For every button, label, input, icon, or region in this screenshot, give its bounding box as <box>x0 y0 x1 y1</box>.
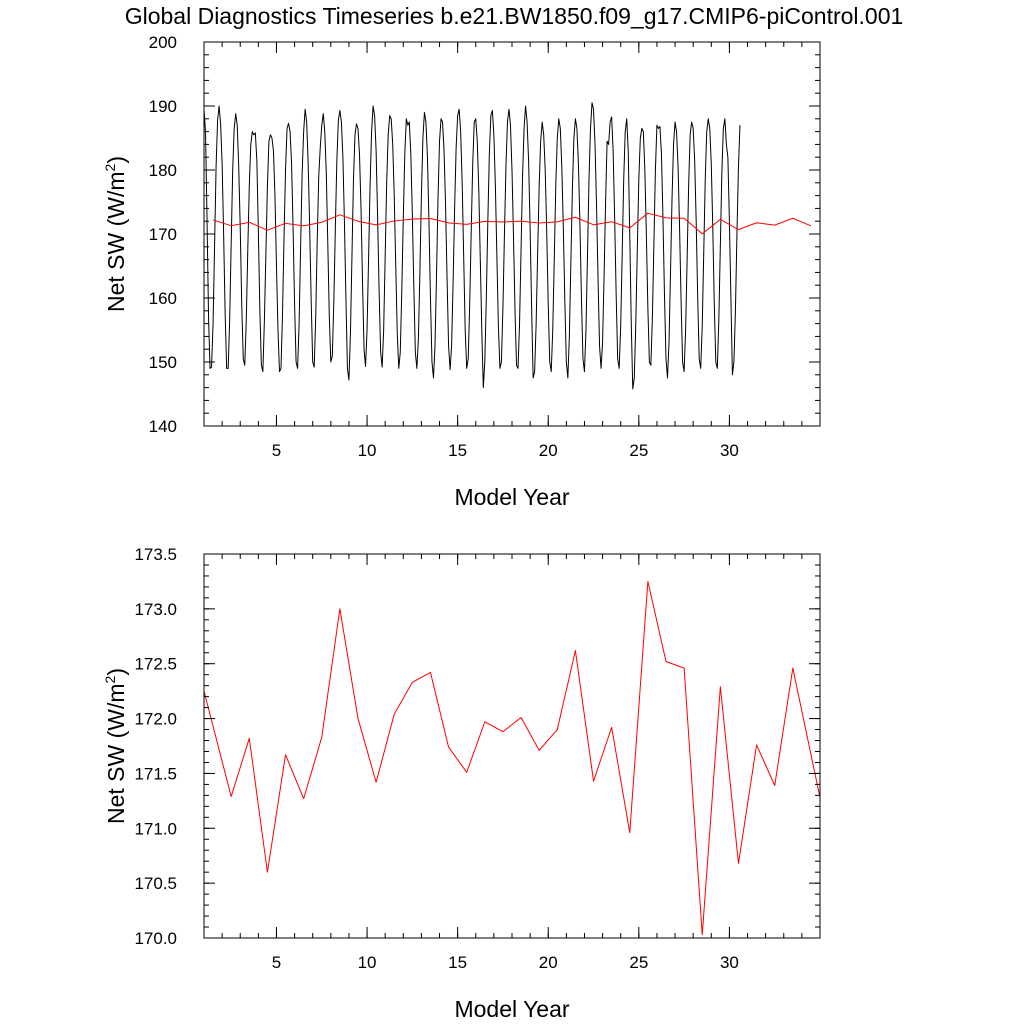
y-axis-title-top: Net SW (W/m2) <box>102 156 129 312</box>
y-tick-label: 170.5 <box>134 874 177 893</box>
x-tick-label: 25 <box>629 953 648 972</box>
x-axis-title-bottom: Model Year <box>454 996 569 1022</box>
annual-mean-series-line <box>212 212 812 235</box>
x-tick-label: 20 <box>539 441 558 460</box>
y-tick-label: 170.0 <box>134 929 177 948</box>
y-axis-title-superscript: 2 <box>102 675 118 683</box>
plot-area-bottom <box>203 580 821 936</box>
plot-frame-bottom <box>203 553 821 939</box>
x-tick-label: 10 <box>358 953 377 972</box>
y-tick-label: 180 <box>149 161 177 180</box>
x-tick-label: 30 <box>720 441 739 460</box>
y-tick-label: 173.5 <box>134 545 177 564</box>
x-tick-label: 5 <box>272 441 281 460</box>
axis-ticks-bottom <box>203 553 821 939</box>
y-axis-title-close: ) <box>103 156 129 164</box>
x-tick-label: 30 <box>720 953 739 972</box>
x-tick-label: 10 <box>358 441 377 460</box>
tick-labels-bottom: 5 10 15 20 25 30 170.0 170.5 171.0 171.5 172.0 172.… <box>134 545 738 972</box>
plot-area-top <box>203 102 812 390</box>
annual-net-sw-panel: 5 10 15 20 25 30 170.0 170.5 171.0 171.5 172.0 172.… <box>102 545 821 1022</box>
y-tick-label: 170 <box>149 225 177 244</box>
plot-frame-top <box>203 41 821 427</box>
axis-ticks-top <box>203 41 821 427</box>
y-axis-title-main: Net SW (W/m <box>103 683 129 824</box>
y-tick-label: 160 <box>149 289 177 308</box>
annual-mean-series-line <box>203 580 821 936</box>
y-tick-label: 172.0 <box>134 710 177 729</box>
chart-title: Global Diagnostics Timeseries b.e21.BW18… <box>125 3 904 29</box>
x-axis-title-top: Model Year <box>454 484 569 510</box>
y-tick-label: 172.5 <box>134 655 177 674</box>
y-axis-title-close: ) <box>103 668 129 676</box>
x-tick-label: 20 <box>539 953 558 972</box>
y-tick-label: 173.0 <box>134 600 177 619</box>
y-tick-label: 140 <box>149 417 177 436</box>
y-axis-title-bottom: Net SW (W/m2) <box>102 668 129 824</box>
monthly-series-line <box>203 102 741 390</box>
y-axis-title-superscript: 2 <box>102 163 118 171</box>
x-tick-label: 25 <box>629 441 648 460</box>
monthly-net-sw-panel: 5 10 15 20 25 30 140 150 160 170 180 190 200 Model Y… <box>102 33 821 510</box>
x-tick-label: 15 <box>448 441 467 460</box>
x-tick-label: 15 <box>448 953 467 972</box>
y-tick-label: 171.5 <box>134 764 177 783</box>
tick-labels-top: 5 10 15 20 25 30 140 150 160 170 180 190 200 <box>149 33 739 460</box>
y-tick-label: 190 <box>149 97 177 116</box>
x-tick-label: 5 <box>272 953 281 972</box>
y-tick-label: 171.0 <box>134 819 177 838</box>
y-axis-title-main: Net SW (W/m <box>103 171 129 312</box>
y-tick-label: 150 <box>149 353 177 372</box>
y-tick-label: 200 <box>149 33 177 52</box>
